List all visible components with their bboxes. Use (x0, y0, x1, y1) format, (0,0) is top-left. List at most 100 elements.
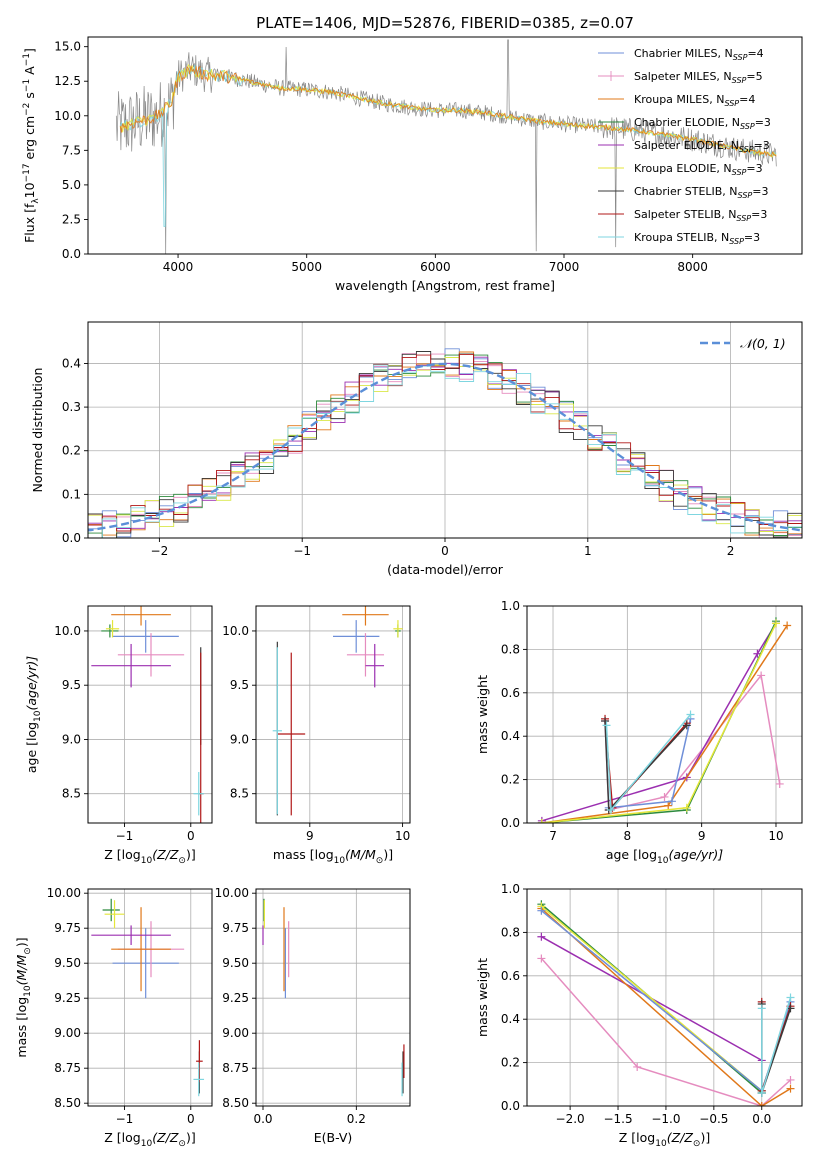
residual-histogram-panel: −2 −1 0 1 2 0.0 0.1 0.2 0.3 0.4 (data-model)/error… (30, 321, 803, 577)
y-label-part: erg cm (22, 116, 37, 164)
y-axis-label-tail: (age/yr)] (24, 656, 39, 711)
x-axis-label: mass [log10(M/M⊙)] (273, 847, 393, 866)
x-axis-label-sun: ⊙ (693, 1139, 701, 1149)
weight-series-line (605, 714, 692, 812)
x-tick-label: −2 (151, 544, 169, 558)
axes-frame (526, 605, 803, 824)
y-tick-label: 9.00 (54, 1026, 81, 1040)
weight-point-marker (686, 710, 695, 719)
x-tick-label: 0.0 (752, 1112, 771, 1126)
mass-vs-ebv-panel: 0.0 0.2 8.50 8.75 9.00 9.25 9.50 9.75 10.00 E(B-V… (215, 886, 411, 1145)
x-tick-label: 10 (768, 829, 783, 843)
y-tick-label: 0.2 (62, 444, 81, 458)
x-tick-label: 0.0 (253, 1112, 272, 1126)
y-tick-label: 0.6 (501, 969, 520, 983)
x-axis-label-sun: ⊙ (178, 1139, 186, 1149)
x-tick-label: 4000 (163, 260, 194, 274)
x-tick-label: 7000 (549, 260, 580, 274)
plot-area (272, 606, 403, 816)
weight-vs-metallicity-panel: −2.0 −1.5 −1.0 −0.5 0.0 0.0 0.2 0.4 0.6 0.8 1.0 Z [… (475, 882, 803, 1149)
y-axis-label: mass weight (475, 675, 490, 754)
legend-entry: Chabrier STELIB, NSSP=3 (598, 185, 768, 200)
y-tick-label: 0.8 (501, 642, 520, 656)
weight-point-marker (786, 1084, 795, 1093)
x-axis-label-sub: 10 (655, 1139, 667, 1149)
y-tick-label: 9.0 (62, 732, 81, 746)
x-axis-label-sub: 10 (657, 856, 669, 866)
x-axis-label-end: )] (186, 847, 196, 862)
y-tick-label: 10.00 (215, 886, 249, 900)
plot-area (91, 898, 205, 1097)
axes-frame (526, 888, 803, 1107)
weight-series-line (541, 620, 777, 823)
gaussian-curve (88, 362, 802, 532)
y-tick-label: 10.0 (54, 624, 81, 638)
y-tick-label: 0.4 (62, 356, 81, 370)
y-tick-label: 1.0 (501, 599, 520, 613)
y-tick-label: 0.8 (501, 925, 520, 939)
x-axis-label: wavelength [Angstrom, rest frame] (335, 278, 555, 293)
x-axis-label-text: age [log (606, 847, 657, 862)
error-bar-point (111, 907, 171, 992)
weight-series-line (604, 673, 781, 811)
x-axis-label-tail: (Z/Z (152, 847, 179, 862)
axes-frame (255, 888, 411, 1107)
legend-label-sub: SSP (732, 76, 747, 85)
weight-point-marker (667, 797, 676, 806)
x-axis-label-sub: 10 (334, 856, 346, 866)
x-axis-label-text: Z [log (104, 1130, 140, 1145)
weight-series (757, 1000, 795, 1097)
y-label-part: A (22, 66, 37, 79)
weight-point-marker (771, 619, 780, 628)
x-tick-label: 10 (395, 829, 410, 843)
weight-point-marker (601, 717, 610, 726)
x-tick-label: 8000 (677, 260, 708, 274)
error-bar-point (105, 620, 120, 638)
legend-label-tail: =3 (755, 116, 771, 129)
weight-point-marker (633, 1062, 642, 1071)
weight-point-marker (786, 1075, 795, 1084)
error-bar-point (102, 898, 120, 922)
weight-point-marker (775, 779, 784, 788)
weight-point-marker (664, 801, 673, 810)
x-tick-label: 9 (306, 829, 314, 843)
axes-frame (255, 605, 411, 824)
x-axis-label-end: )] (383, 847, 393, 862)
y-tick-label: 8.75 (222, 1061, 249, 1075)
weight-point-marker (786, 993, 795, 1002)
error-bar-point (117, 633, 185, 677)
x-tick-label: −2.0 (556, 1112, 585, 1126)
x-axis-label-sun: ⊙ (376, 856, 384, 866)
legend-label-tail: =4 (747, 47, 763, 60)
y-label-exp: −1 (22, 53, 32, 66)
weight-point-marker (757, 1004, 766, 1013)
legend-label-name: Kroupa STELIB, N (634, 231, 729, 244)
y-label-part: 10 (22, 182, 37, 198)
y-axis-label: age [log10(age/yr)] (24, 656, 43, 773)
y-tick-label: 0.0 (62, 531, 81, 545)
y-axis-label-tail: (M/M (14, 955, 29, 986)
age-vs-metallicity-panel: −1 08.59.09.510.0Z [log10(Z/Z⊙)]age [log1… (24, 605, 213, 866)
x-tick-label: 0 (187, 1112, 195, 1126)
error-bar-point (112, 928, 179, 999)
weight-point-marker (682, 803, 691, 812)
y-axis-label-text: mass [log (14, 997, 29, 1058)
y-tick-label: 12.5 (54, 74, 81, 88)
legend-label-name: Chabrier STELIB, N (634, 185, 738, 198)
y-tick-label: 0.4 (501, 1012, 520, 1026)
y-tick-label: 10.0 (222, 624, 249, 638)
y-tick-label: 0.0 (62, 247, 81, 261)
legend-label-name: Salpeter MILES, N (634, 70, 732, 83)
plot-area (115, 39, 777, 254)
legend-label: Salpeter ELODIE, NSSP=3 (634, 139, 770, 154)
y-tick-label: 9.25 (222, 991, 249, 1005)
legend-label: Chabrier STELIB, NSSP=3 (634, 185, 768, 200)
error-bar-point (91, 925, 171, 945)
y-tick-label: 0.2 (501, 1056, 520, 1070)
x-axis-label-sub: 10 (141, 856, 153, 866)
legend-label: Chabrier ELODIE, NSSP=3 (634, 116, 771, 131)
y-tick-label: 0.3 (62, 400, 81, 414)
y-tick-label: 2.5 (62, 212, 81, 226)
weight-series (537, 617, 780, 823)
plot-area (537, 617, 792, 823)
